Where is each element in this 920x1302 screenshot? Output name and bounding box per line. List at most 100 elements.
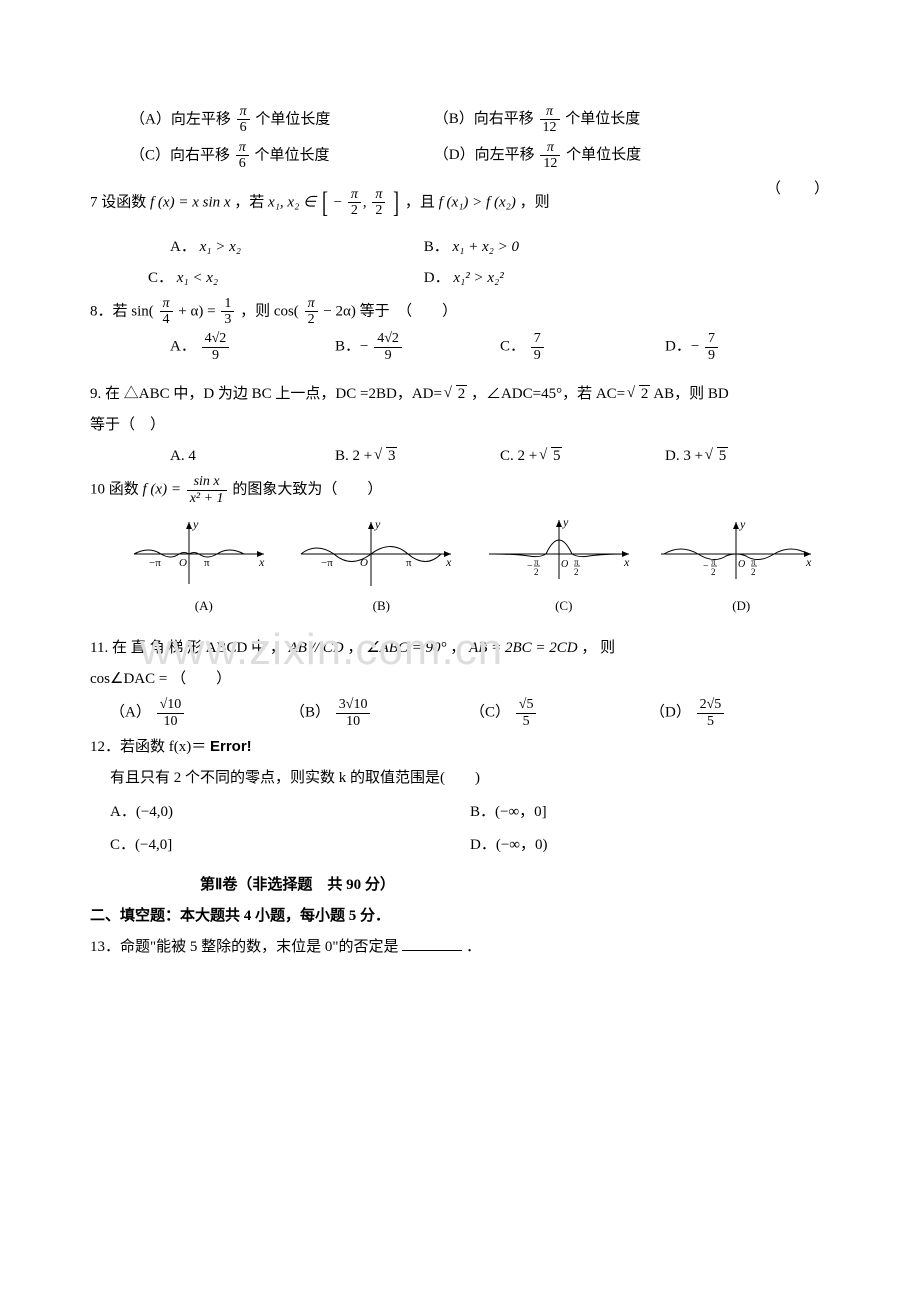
q7-optA-label: A． bbox=[170, 239, 196, 255]
q11-optB: （B） 3√1010 bbox=[290, 697, 470, 729]
svg-text:y: y bbox=[374, 517, 381, 531]
q8-frac3: π2 bbox=[305, 296, 318, 328]
q10-stem: 10 函数 f (x) = sin xx² + 1 的图象大致为（ ） bbox=[90, 474, 830, 506]
q8-t3: ，则 cos( bbox=[240, 303, 299, 319]
q7-neg: − bbox=[334, 194, 342, 210]
q11-c1: AB // CD bbox=[289, 640, 344, 656]
q9-optA: A. 4 bbox=[170, 443, 335, 470]
q10-labelD: (D) bbox=[653, 594, 831, 617]
q6-optB-frac: π12 bbox=[540, 104, 560, 136]
svg-text:O: O bbox=[179, 557, 187, 569]
q8-frac2: 13 bbox=[221, 296, 234, 328]
svg-text:−π: −π bbox=[149, 557, 161, 569]
q10-graphA: y x O −π π (A) bbox=[120, 514, 288, 617]
section2-title: 第Ⅱ卷（非选择题 共 90 分） bbox=[90, 872, 830, 899]
q7-text1: 7 设函数 bbox=[90, 194, 150, 210]
svg-text:O: O bbox=[561, 559, 568, 570]
q9-t3: AB，则 BD bbox=[653, 386, 728, 402]
q8-optC-label: C． bbox=[500, 339, 525, 355]
svg-text:y: y bbox=[739, 517, 746, 531]
q7-optA-expr: x₁ > x₂ bbox=[200, 239, 241, 255]
q7-optC-expr: x₁ < x₂ bbox=[177, 270, 218, 286]
q12-optA: A．(−4,0) bbox=[110, 799, 470, 826]
q7-optD-label: D． bbox=[424, 270, 450, 286]
q10-graphD: y x O − π 2 π 2 (D) bbox=[653, 514, 831, 617]
svg-text:y: y bbox=[192, 517, 199, 531]
q7-opts-row2: C． x₁ < x₂ D． x₁² > x₂² bbox=[90, 265, 830, 292]
q8-frac1: π4 bbox=[160, 296, 173, 328]
svg-text:π: π bbox=[711, 557, 716, 567]
q13-blank bbox=[402, 935, 462, 951]
svg-text:−: − bbox=[527, 561, 533, 572]
q10-t2: 的图象大致为（ ） bbox=[232, 481, 382, 497]
q6-row1: （A）向左平移 π6 个单位长度 （B）向右平移 π12 个单位长度 bbox=[90, 104, 830, 136]
q6-optD-suffix: 个单位长度 bbox=[566, 147, 641, 163]
q11-l2: cos∠DAC = （ ） bbox=[90, 671, 231, 687]
q6-optB-suffix: 个单位长度 bbox=[565, 111, 640, 127]
q8-optD-frac: 79 bbox=[705, 331, 718, 363]
q9-t1: 9. 在 △ABC 中，D 为边 BC 上一点，DC =2BD，AD= bbox=[90, 386, 442, 402]
q12-line2: 有且只有 2 个不同的零点，则实数 k 的取值范围是( ) bbox=[90, 765, 830, 792]
q7-rbracket: ] bbox=[393, 176, 399, 230]
q13: 13．命题"能被 5 整除的数，末位是 0"的否定是 ． bbox=[90, 934, 830, 961]
q7-lbracket: [ bbox=[322, 176, 328, 230]
q12-optB: B．(−∞，0] bbox=[470, 799, 830, 826]
q6-optD-frac: π12 bbox=[540, 140, 560, 172]
q9-optC: C. 2 + 5 bbox=[500, 443, 665, 470]
q7-text2: ，若 bbox=[234, 194, 268, 210]
q9-line2: 等于（ ） bbox=[90, 412, 830, 439]
q9-optD: D. 3 + 5 bbox=[665, 443, 830, 470]
svg-text:x: x bbox=[623, 555, 630, 569]
q6-optA-frac: π6 bbox=[237, 104, 250, 136]
q7-text4: ，则 bbox=[520, 194, 550, 210]
q6-optC-frac: π6 bbox=[236, 140, 249, 172]
q6-optC-suffix: 个单位长度 bbox=[255, 147, 330, 163]
q11-opts: （A） √1010 （B） 3√1010 （C） √55 （D） 2√55 bbox=[90, 697, 830, 729]
q8-t4: − 2α) 等于 （ ） bbox=[323, 303, 457, 319]
q10-graphD-svg: y x O − π 2 π 2 bbox=[656, 514, 826, 594]
svg-text:π: π bbox=[574, 557, 579, 567]
svg-text:x: x bbox=[445, 555, 452, 569]
q9-optB: B. 2 + 3 bbox=[335, 443, 500, 470]
svg-text:x: x bbox=[805, 555, 812, 569]
svg-text:2: 2 bbox=[711, 567, 716, 577]
q11-t1: 11. 在 直 角 梯 形 ABCD 中 ， bbox=[90, 640, 289, 656]
q8-optA-label: A． bbox=[170, 339, 196, 355]
q8-t1: 8．若 sin( bbox=[90, 303, 154, 319]
section2-header: 二、填空题：本大题共 4 小题，每小题 5 分． bbox=[90, 903, 830, 930]
svg-text:π: π bbox=[406, 557, 412, 569]
svg-text:π: π bbox=[204, 557, 210, 569]
q6-optA-prefix: （A）向左平移 bbox=[130, 111, 231, 127]
q13-stem: 13．命题"能被 5 整除的数，末位是 0"的否定是 bbox=[90, 939, 399, 955]
svg-text:2: 2 bbox=[534, 567, 539, 577]
q7-frac1: π2 bbox=[348, 187, 361, 219]
q9-sqrt2: 2 bbox=[629, 381, 651, 408]
q11-t2: ， 则 bbox=[581, 640, 615, 656]
q7-x1x2: x₁, x₂ ∈ bbox=[268, 194, 316, 210]
q6-row2: （C）向右平移 π6 个单位长度 （D）向左平移 π12 个单位长度 bbox=[90, 140, 830, 172]
q7-blank: （ ） bbox=[766, 176, 830, 203]
q7-stem: 7 设函数 f (x) = x sin x ，若 x₁, x₂ ∈ [ − π2… bbox=[90, 176, 830, 230]
q8-optB-frac: 4√29 bbox=[374, 331, 402, 363]
q9-line1: 9. 在 △ABC 中，D 为边 BC 上一点，DC =2BD，AD= 2 ，∠… bbox=[90, 381, 830, 408]
q11-s1: ， bbox=[347, 640, 366, 656]
q8-optC-frac: 79 bbox=[531, 331, 544, 363]
svg-text:π: π bbox=[534, 557, 539, 567]
q10-t1: 10 函数 bbox=[90, 481, 143, 497]
q7-opts-row1: A． x₁ > x₂ B． x₁ + x₂ > 0 bbox=[90, 234, 830, 261]
q9-sqrt1: 2 bbox=[446, 381, 468, 408]
q10-graphB-svg: y x O −π π bbox=[296, 514, 466, 594]
q6-optB-prefix: （B）向右平移 bbox=[434, 111, 534, 127]
q8-optA-frac: 4√29 bbox=[202, 331, 230, 363]
q10-graphs: y x O −π π (A) y x O −π π (B) bbox=[120, 514, 830, 617]
q6-optC-prefix: （C）向右平移 bbox=[130, 147, 230, 163]
q6-optA-suffix: 个单位长度 bbox=[255, 111, 330, 127]
q9-t2: ，∠ADC=45°，若 AC= bbox=[471, 386, 625, 402]
q9-opts: A. 4 B. 2 + 3 C. 2 + 5 D. 3 + 5 bbox=[90, 443, 830, 470]
q11-c3: AB = 2BC = 2CD bbox=[469, 640, 578, 656]
q7-optD-expr: x₁² > x₂² bbox=[453, 270, 503, 286]
q11-optA: （A） √1010 bbox=[110, 697, 290, 729]
svg-text:2: 2 bbox=[751, 567, 756, 577]
q11-line1: 11. 在 直 角 梯 形 ABCD 中 ， AB // CD ， ∠ABC =… bbox=[90, 635, 830, 662]
svg-text:x: x bbox=[258, 555, 265, 569]
